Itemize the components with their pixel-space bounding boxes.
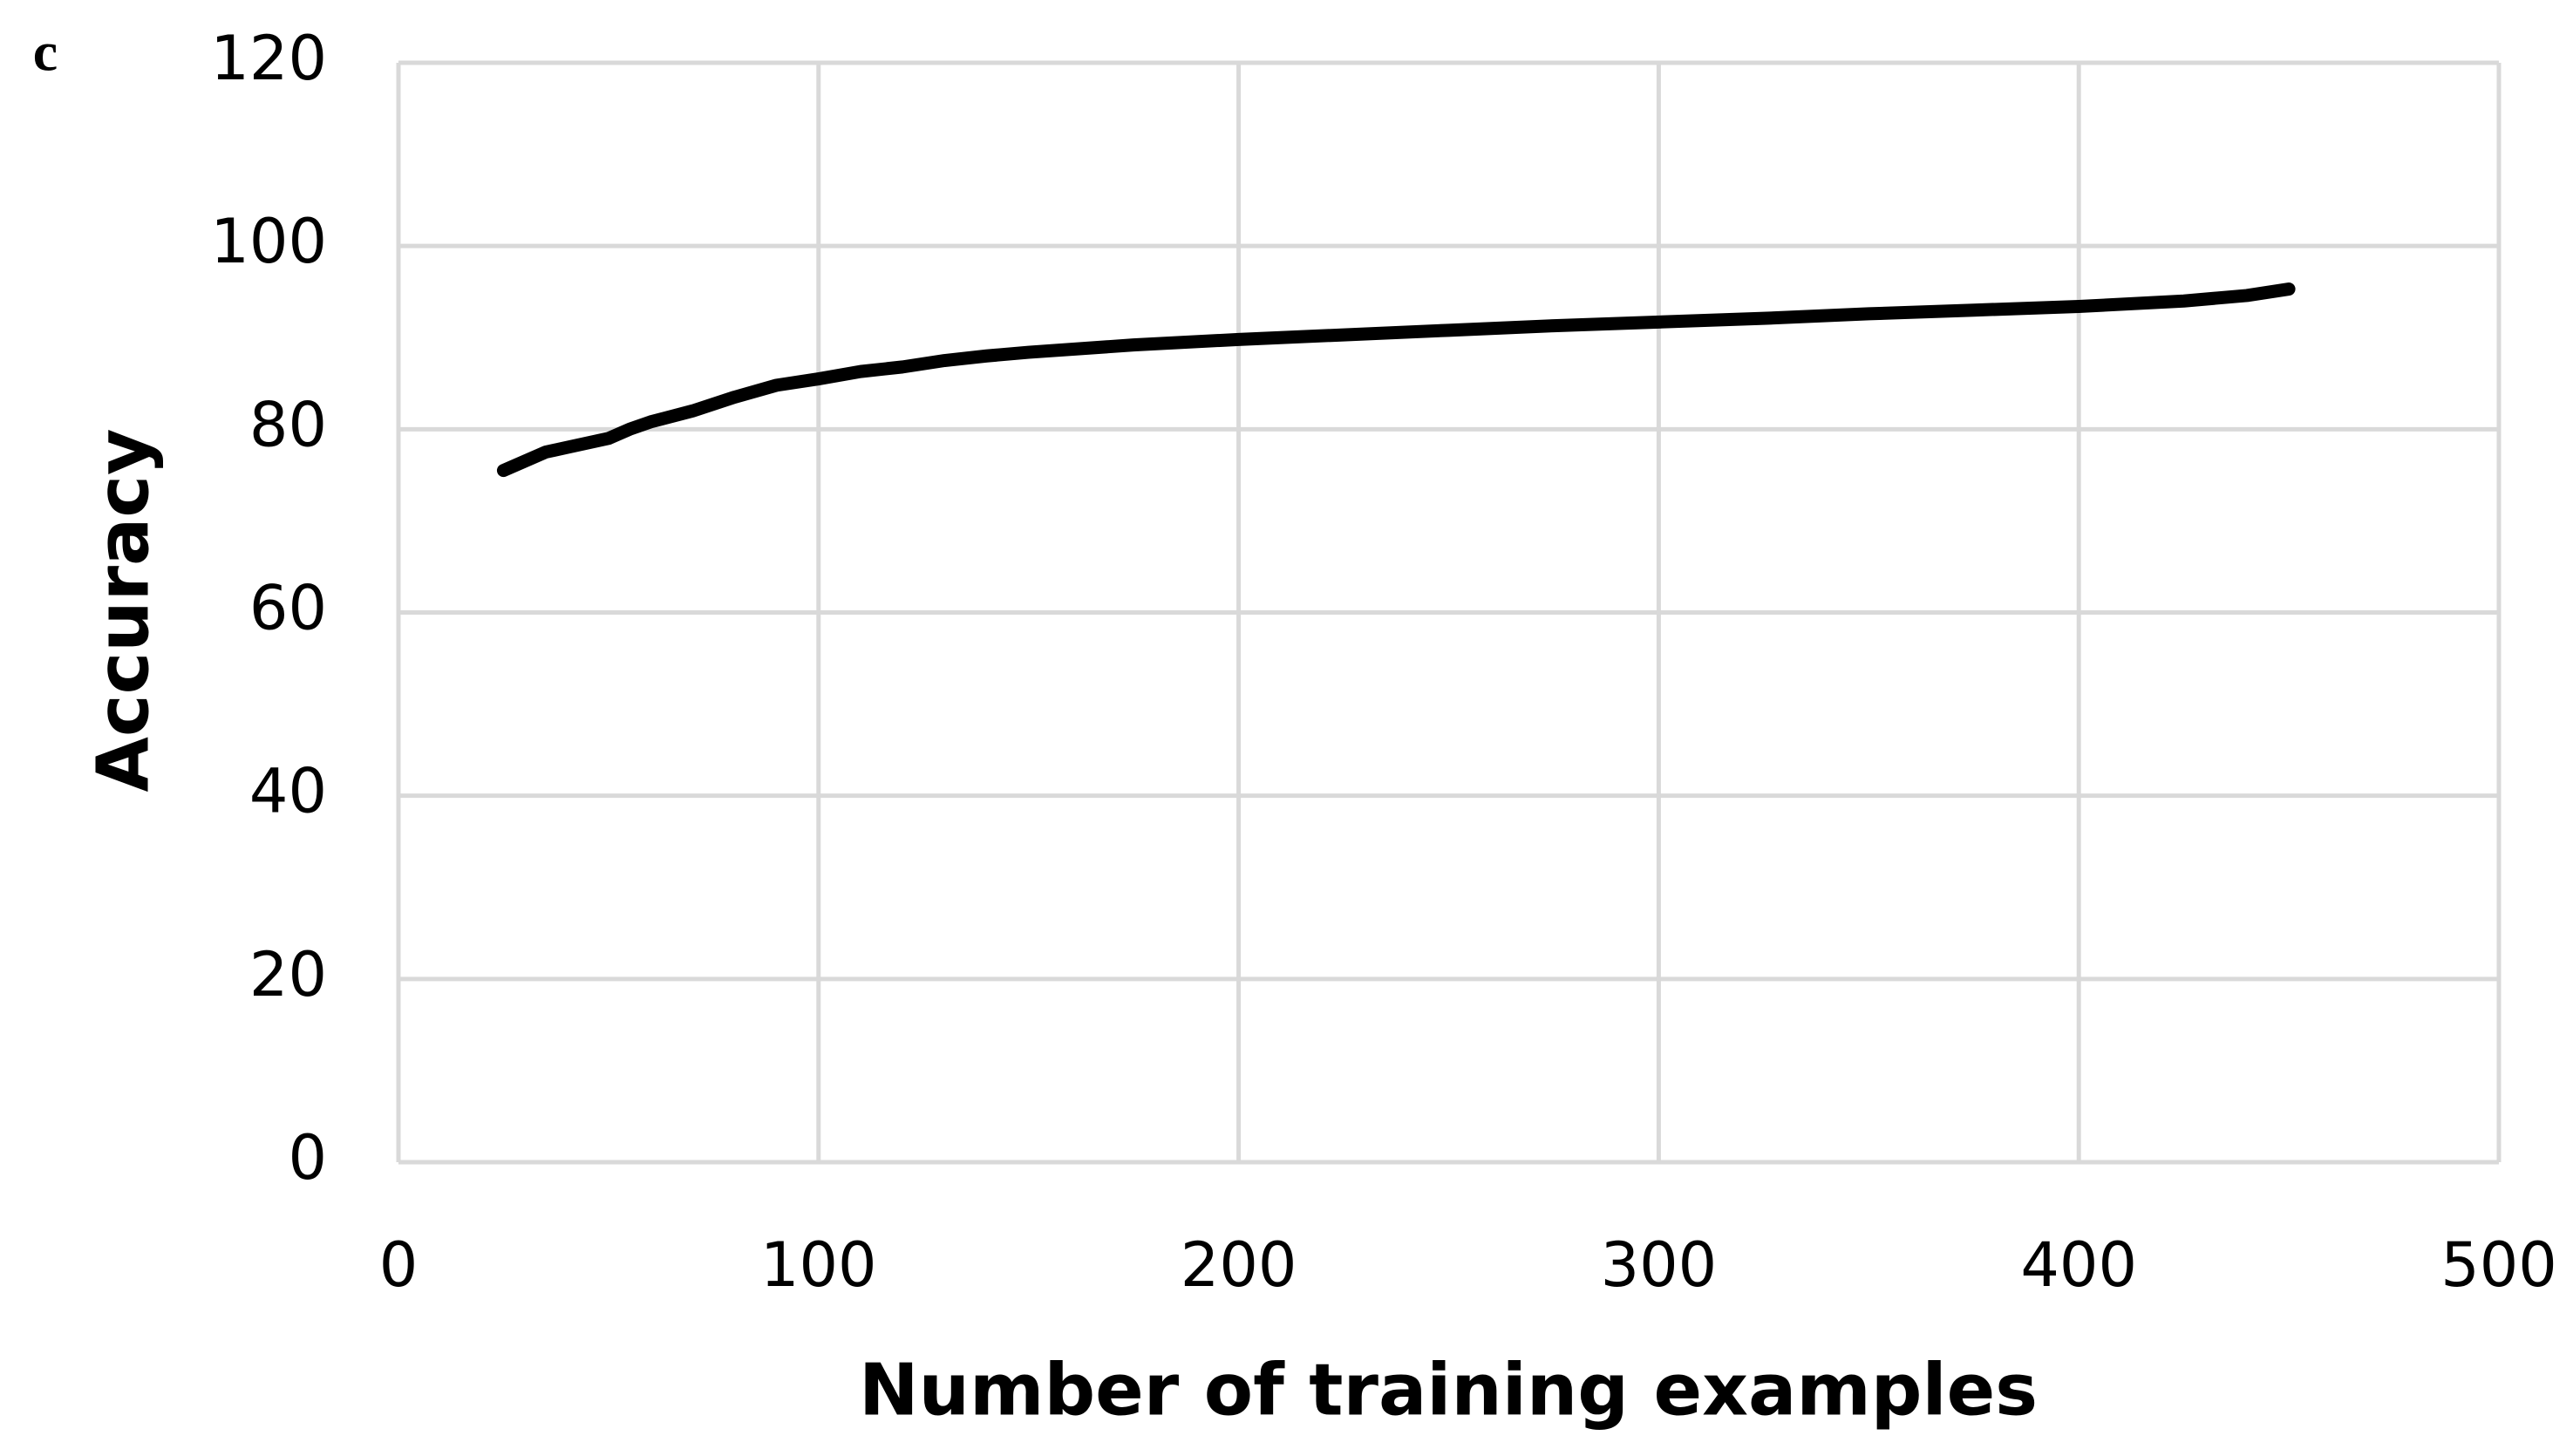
y-tick-label: 0 <box>288 1122 327 1194</box>
x-tick-label: 100 <box>760 1229 877 1301</box>
x-tick-label: 400 <box>2020 1229 2137 1301</box>
x-axis-title: Number of training examples <box>859 1349 2038 1432</box>
panel-label: c <box>33 21 58 83</box>
y-tick-label: 80 <box>249 389 327 460</box>
data-line <box>496 282 2296 478</box>
x-tick-label: 200 <box>1181 1229 1297 1301</box>
x-tick-label: 500 <box>2440 1229 2557 1301</box>
x-tick-label: 0 <box>379 1229 419 1301</box>
x-tick-label: 300 <box>1601 1229 1718 1301</box>
y-tick-label: 100 <box>210 206 327 277</box>
y-tick-label: 40 <box>249 756 327 827</box>
y-tick-label: 20 <box>249 939 327 1010</box>
y-axis-title: Accuracy <box>82 429 165 793</box>
y-tick-label: 60 <box>249 573 327 644</box>
y-tick-label: 120 <box>210 23 327 94</box>
